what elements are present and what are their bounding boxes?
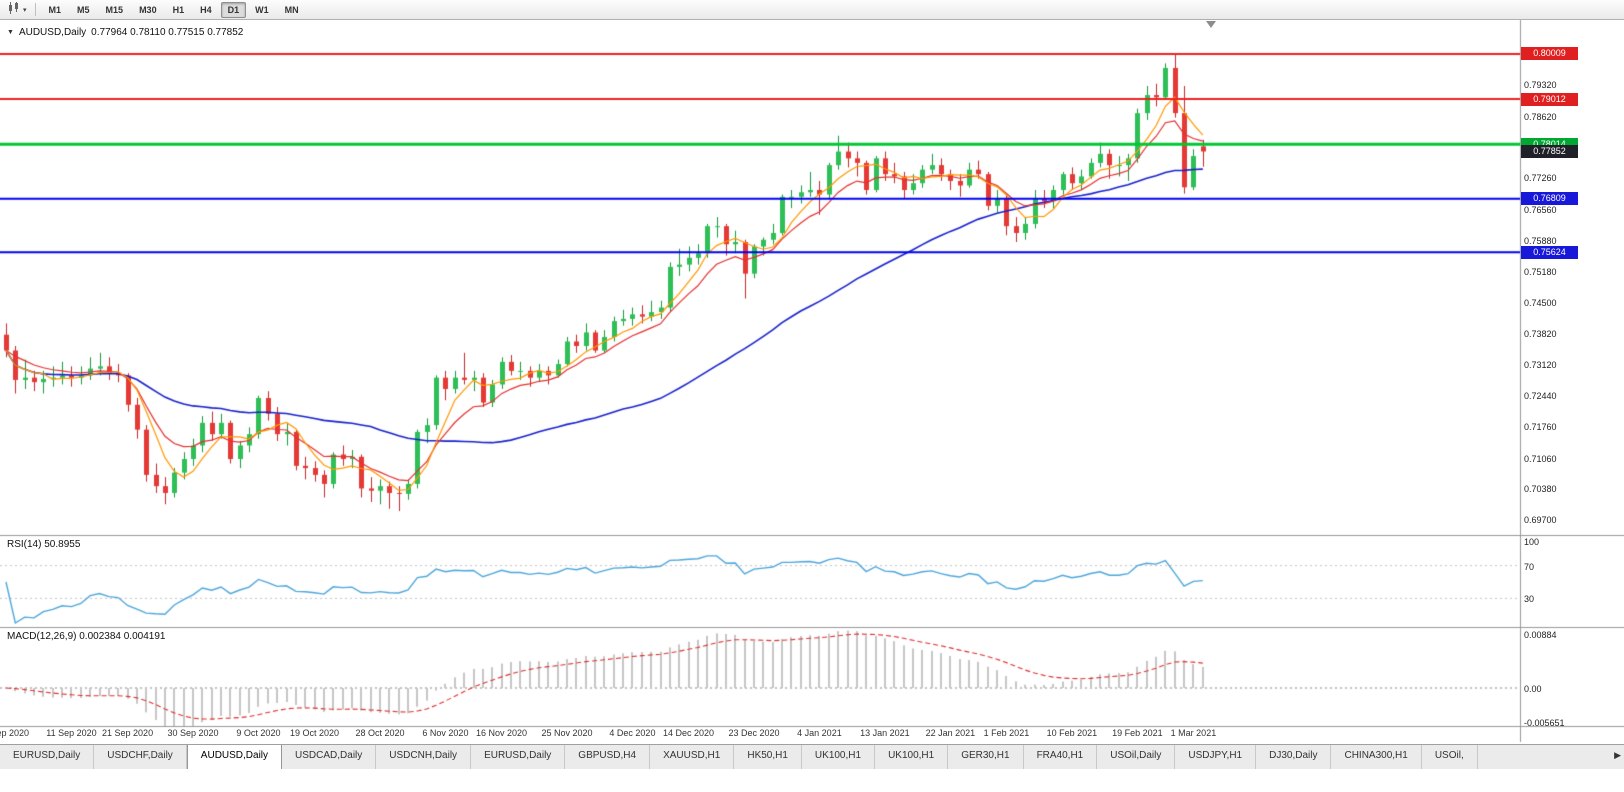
price-axis-label: 0.75880 — [1524, 235, 1557, 246]
date-tick-label: 9 Oct 2020 — [236, 728, 281, 738]
current-price-badge: 0.77852 — [1521, 144, 1578, 158]
price-line-badge: 0.75624 — [1521, 245, 1578, 259]
date-tick-label: 1 Feb 2021 — [983, 728, 1030, 738]
ohlc-values: 0.77964 0.78110 0.77515 0.77852 — [91, 27, 244, 38]
price-line-badge: 0.79012 — [1521, 92, 1578, 106]
date-tick-label: 30 Sep 2020 — [167, 728, 219, 738]
symbol-dropdown-icon[interactable]: ▼ — [7, 29, 14, 36]
date-tick-label: 1 Mar 2021 — [1170, 728, 1217, 738]
date-tick-label: 2 Sep 2020 — [0, 728, 30, 738]
date-tick-label: 11 Sep 2020 — [46, 728, 97, 738]
price-axis-label: 0.69700 — [1524, 515, 1557, 526]
tab-usoil-daily[interactable]: USOil,Daily — [1097, 745, 1176, 769]
price-axis-label: 0.73820 — [1524, 328, 1557, 339]
date-tick-label: 4 Jan 2021 — [797, 728, 842, 738]
date-tick-label: 25 Nov 2020 — [541, 728, 593, 738]
candlestick-chart-icon — [7, 1, 21, 19]
rsi-indicator-label: RSI(14) 50.8955 — [7, 539, 81, 550]
date-tick-label: 19 Oct 2020 — [290, 728, 340, 738]
rsi-axis-label: 30 — [1524, 594, 1535, 605]
timeframe-w1[interactable]: W1 — [255, 4, 269, 15]
date-tick-label: 4 Dec 2020 — [609, 728, 656, 738]
tab-dj30-daily[interactable]: DJ30,Daily — [1256, 745, 1332, 769]
price-axis-label: 0.70380 — [1524, 484, 1557, 495]
tab-usdcnh-daily[interactable]: USDCNH,Daily — [376, 745, 472, 769]
timeframe-m30[interactable]: M30 — [139, 4, 157, 15]
tab-fra40-h1[interactable]: FRA40,H1 — [1023, 745, 1098, 769]
tab-scroll-right-icon[interactable]: ▶ — [1614, 750, 1621, 760]
toolbar-separator — [34, 3, 36, 16]
date-tick-label: 16 Nov 2020 — [476, 728, 528, 738]
date-tick-label: 6 Nov 2020 — [422, 728, 469, 738]
timeframe-m15[interactable]: M15 — [105, 4, 124, 15]
tab-xauusd-h1[interactable]: XAUUSD,H1 — [650, 745, 735, 769]
price-axis-label: 0.71760 — [1524, 421, 1557, 432]
timeframe-m1[interactable]: M1 — [48, 4, 62, 15]
price-axis-label: 0.73120 — [1524, 360, 1557, 371]
chart-tab-bar: EURUSD,Daily USDCHF,Daily AUDUSD,Daily USDC… — [0, 744, 1624, 769]
price-axis-label: 0.78620 — [1524, 111, 1557, 122]
timeframe-buttons: M1 M5 M15 M30 H1 H4 D1 W1 MN — [41, 1, 307, 18]
chart-type-button[interactable]: ▾ — [4, 1, 30, 19]
tab-uk100-h1[interactable]: UK100,H1 — [801, 745, 876, 769]
price-axis-label: 0.77260 — [1524, 173, 1557, 184]
price-axis-label: 0.76560 — [1524, 204, 1557, 215]
macd-indicator-label: MACD(12,26,9) 0.002384 0.004191 — [7, 631, 166, 642]
symbol-title: AUDUSD,Daily — [18, 27, 87, 38]
timeframe-h4[interactable]: H4 — [200, 4, 212, 15]
price-axis-label: 0.72440 — [1524, 391, 1557, 402]
tab-china300-h1[interactable]: CHINA300,H1 — [1331, 745, 1422, 769]
timeframe-mn[interactable]: MN — [284, 4, 299, 15]
macd-axis-label: -0.005651 — [1524, 718, 1565, 729]
rsi-axis-label: 100 — [1524, 537, 1540, 547]
date-tick-label: 23 Dec 2020 — [728, 728, 780, 738]
date-tick-label: 28 Oct 2020 — [355, 728, 405, 738]
macd-axis-label: 0.00 — [1524, 684, 1542, 694]
chart-legend: ▼ AUDUSD,Daily 0.77964 0.78110 0.77515 0… — [7, 27, 243, 38]
tab-uk100-h1[interactable]: UK100,H1 — [875, 745, 949, 769]
timeframe-m5[interactable]: M5 — [77, 4, 90, 15]
chart-shift-marker[interactable] — [1206, 21, 1216, 28]
tab-usoil[interactable]: USOil, — [1421, 745, 1478, 769]
chevron-down-icon: ▾ — [23, 6, 27, 14]
tab-gbpusd-h4[interactable]: GBPUSD,H4 — [565, 745, 651, 769]
tab-usdchf-daily[interactable]: USDCHF,Daily — [94, 745, 187, 769]
tab-usdjpy-h1[interactable]: USDJPY,H1 — [1175, 745, 1257, 769]
price-line-badge: 0.80009 — [1521, 47, 1578, 61]
date-tick-label: 10 Feb 2021 — [1046, 728, 1098, 738]
price-axis-label: 0.71060 — [1524, 453, 1557, 464]
tab-eurusd-daily[interactable]: EURUSD,Daily — [471, 745, 566, 769]
tab-hk50-h1[interactable]: HK50,H1 — [734, 745, 802, 769]
macd-axis-label: 0.00884 — [1524, 630, 1557, 641]
tab-eurusd-daily[interactable]: EURUSD,Daily — [0, 745, 95, 769]
rsi-axis-label: 70 — [1524, 561, 1535, 572]
tab-usdcad-daily[interactable]: USDCAD,Daily — [282, 745, 377, 769]
date-tick-label: 19 Feb 2021 — [1112, 728, 1163, 738]
timeframe-d1[interactable]: D1 — [220, 1, 247, 18]
date-tick-label: 22 Jan 2021 — [925, 728, 976, 738]
price-axis-label: 0.74500 — [1524, 298, 1557, 309]
price-axis-label: 0.75180 — [1524, 267, 1557, 278]
date-tick-label: 13 Jan 2021 — [860, 728, 910, 738]
date-tick-label: 14 Dec 2020 — [663, 728, 715, 738]
tab-audusd-daily[interactable]: AUDUSD,Daily — [186, 745, 283, 769]
timeframe-toolbar: ▾ M1 M5 M15 M30 H1 H4 D1 W1 MN — [0, 0, 1624, 20]
date-tick-label: 21 Sep 2020 — [102, 728, 154, 738]
price-line-badge: 0.76809 — [1521, 192, 1578, 206]
price-axis-label: 0.79320 — [1524, 80, 1557, 91]
timeframe-h1[interactable]: H1 — [172, 4, 185, 15]
tab-ger30-h1[interactable]: GER30,H1 — [948, 745, 1024, 769]
